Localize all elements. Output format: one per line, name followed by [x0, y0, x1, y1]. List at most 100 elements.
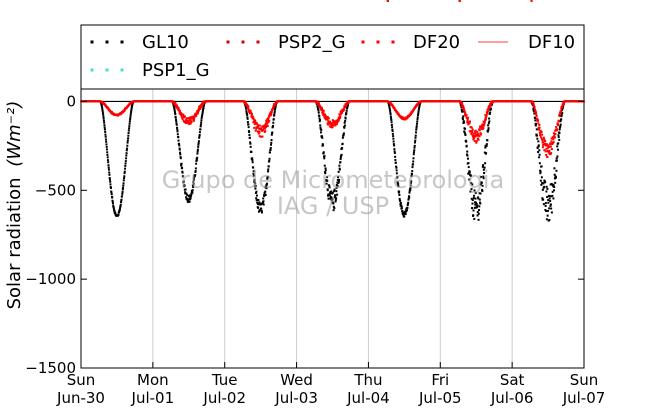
point	[103, 124, 106, 127]
point	[532, 104, 535, 107]
point	[393, 148, 396, 151]
point	[538, 149, 541, 152]
point	[109, 180, 112, 183]
point	[192, 182, 195, 185]
point	[474, 129, 477, 132]
point	[549, 204, 552, 207]
point	[557, 123, 560, 126]
point	[254, 191, 257, 194]
point	[548, 149, 551, 152]
point	[200, 115, 203, 118]
point	[550, 148, 553, 151]
point	[331, 126, 334, 129]
point	[548, 219, 551, 222]
point	[404, 213, 407, 216]
point	[417, 112, 420, 115]
point	[537, 140, 540, 143]
point	[125, 157, 128, 160]
point	[561, 103, 564, 106]
y-axis-title-unit: (Wm⁻²)	[4, 101, 25, 167]
point	[186, 117, 189, 120]
point	[544, 180, 547, 183]
point	[201, 109, 204, 112]
point	[476, 206, 479, 209]
point	[482, 177, 485, 180]
point	[551, 194, 554, 197]
point	[110, 193, 113, 196]
point	[548, 195, 551, 198]
point	[331, 198, 334, 201]
point	[126, 139, 129, 142]
point	[481, 184, 484, 187]
point	[477, 138, 480, 141]
point	[324, 172, 327, 175]
point	[343, 126, 346, 129]
legend-item-GL10: GL10	[90, 32, 189, 53]
point	[198, 136, 201, 139]
point	[189, 122, 192, 125]
point	[107, 161, 110, 164]
point	[413, 149, 416, 152]
point	[266, 176, 269, 179]
point	[394, 161, 397, 164]
point	[541, 139, 544, 142]
point	[263, 192, 266, 195]
point	[538, 156, 541, 159]
point	[320, 106, 323, 109]
point	[483, 123, 486, 126]
legend-swatch	[90, 68, 94, 72]
point	[488, 117, 491, 120]
point	[267, 119, 270, 122]
point	[193, 176, 196, 179]
point	[332, 202, 335, 205]
point	[467, 166, 470, 169]
point	[552, 136, 555, 139]
point	[539, 172, 542, 175]
point	[204, 101, 207, 104]
point	[270, 139, 273, 142]
point	[247, 126, 250, 129]
point	[322, 109, 325, 112]
point	[265, 120, 268, 123]
point	[487, 122, 490, 125]
point	[318, 114, 321, 117]
point	[395, 169, 398, 172]
x-tick-day-2: Tue	[211, 371, 238, 389]
point	[473, 189, 476, 192]
point	[477, 137, 480, 140]
point	[123, 172, 126, 175]
point	[106, 156, 109, 159]
point	[184, 188, 187, 191]
point	[109, 183, 112, 186]
point	[258, 201, 261, 204]
point	[319, 126, 322, 129]
point	[249, 110, 252, 113]
point	[344, 117, 347, 120]
point	[317, 109, 320, 112]
point	[478, 209, 481, 212]
point	[543, 138, 546, 141]
point	[549, 183, 552, 186]
point	[194, 167, 197, 170]
point	[270, 110, 273, 113]
point	[404, 211, 407, 214]
x-tick-date-4: Jul-04	[346, 389, 390, 407]
point	[270, 113, 273, 116]
point	[549, 203, 552, 206]
point	[114, 212, 117, 215]
point	[322, 111, 325, 114]
point	[547, 199, 550, 202]
point	[253, 123, 256, 126]
point	[201, 112, 204, 115]
point	[202, 108, 205, 111]
point	[391, 128, 394, 131]
point	[104, 133, 107, 136]
point	[330, 123, 333, 126]
point	[105, 143, 108, 146]
point	[548, 197, 551, 200]
point	[256, 198, 259, 201]
point	[398, 190, 401, 193]
point	[489, 111, 492, 114]
point	[257, 127, 260, 130]
